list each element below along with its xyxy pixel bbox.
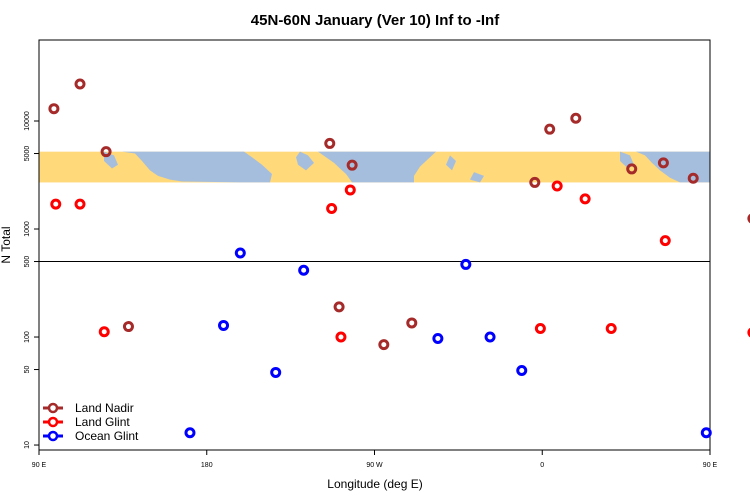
legend: Land Nadir Land Glint Ocean Glint <box>43 401 139 443</box>
data-point-ocean-glint <box>700 427 712 439</box>
legend-swatch-marker-land-glint <box>47 416 59 428</box>
x-tick-label: 0 <box>540 462 544 469</box>
map-baltic-sea <box>446 155 456 171</box>
y-tick-label: 10000 <box>24 111 31 131</box>
data-points <box>48 78 750 439</box>
map-atlantic-ocean <box>318 151 436 183</box>
data-point-land-nadir <box>378 339 390 351</box>
data-point-land-nadir <box>333 301 345 313</box>
data-point-land-glint <box>605 322 617 334</box>
y-tick-label: 50 <box>24 366 31 374</box>
data-point-land-nadir <box>747 213 750 224</box>
data-point-land-glint <box>98 326 110 338</box>
data-point-land-nadir <box>122 321 134 333</box>
map-east-pacific <box>39 151 52 169</box>
data-point-land-glint <box>50 198 62 210</box>
data-point-land-nadir <box>687 172 699 184</box>
data-point-ocean-glint <box>484 331 496 343</box>
data-point-land-glint <box>74 198 86 210</box>
data-point-ocean-glint <box>432 332 444 344</box>
data-point-land-nadir <box>406 317 418 329</box>
data-point-land-nadir <box>100 146 112 158</box>
y-axis-label: N Total <box>0 226 13 263</box>
y-tick-label: 5000 <box>24 146 31 162</box>
data-point-ocean-glint <box>234 247 246 259</box>
data-point-land-glint <box>335 331 347 343</box>
x-tick-label: 90 W <box>366 462 383 469</box>
y-tick-label: 100 <box>24 331 31 343</box>
data-point-ocean-glint <box>298 264 310 276</box>
data-point-ocean-glint <box>218 319 230 331</box>
data-point-land-nadir <box>657 157 669 169</box>
data-point-land-glint <box>579 193 591 205</box>
data-point-land-nadir <box>346 159 358 171</box>
data-point-land-nadir <box>48 103 60 115</box>
map-hudson-bay <box>296 151 314 171</box>
data-point-land-nadir <box>529 176 541 188</box>
data-point-land-glint <box>534 322 546 334</box>
data-point-land-glint <box>551 180 563 192</box>
data-point-land-nadir <box>74 78 86 90</box>
legend-swatch-marker-ocean-glint <box>47 430 59 442</box>
y-tick-label: 1000 <box>24 221 31 237</box>
y-tick-label: 500 <box>24 256 31 268</box>
y-axis-ticks: 10 50 100 500 1000 5000 10000 <box>24 111 39 449</box>
x-tick-label: 180 <box>201 462 213 469</box>
map-pacific-ocean <box>122 151 272 183</box>
data-point-land-glint <box>659 235 671 247</box>
y-tick-label: 10 <box>24 441 31 449</box>
world-map-band <box>39 151 710 183</box>
data-point-ocean-glint <box>516 364 528 376</box>
plot-frame <box>38 39 711 451</box>
x-tick-label: 90 E <box>32 462 47 469</box>
data-point-land-glint <box>747 327 750 338</box>
data-point-land-nadir <box>626 163 638 175</box>
data-point-land-nadir <box>544 123 556 135</box>
data-point-land-nadir <box>324 137 336 149</box>
x-axis-label: Longitude (deg E) <box>327 477 422 491</box>
x-tick-label: 90 E <box>703 462 718 469</box>
data-point-ocean-glint <box>270 366 282 378</box>
legend-swatch-marker-land-nadir <box>47 402 59 414</box>
legend-label-land-nadir: Land Nadir <box>75 401 134 415</box>
x-axis-ticks: 90 E 180 90 W 0 90 E <box>32 450 718 469</box>
legend-label-ocean-glint: Ocean Glint <box>75 429 139 443</box>
data-point-ocean-glint <box>184 427 196 439</box>
data-point-ocean-glint <box>460 258 472 270</box>
map-black-caspian <box>470 172 484 183</box>
legend-label-land-glint: Land Glint <box>75 415 130 429</box>
data-point-land-glint <box>344 184 356 196</box>
data-point-land-glint <box>326 202 338 214</box>
data-point-land-nadir <box>570 112 582 124</box>
chart-title: 45N-60N January (Ver 10) Inf to -Inf <box>251 12 500 29</box>
